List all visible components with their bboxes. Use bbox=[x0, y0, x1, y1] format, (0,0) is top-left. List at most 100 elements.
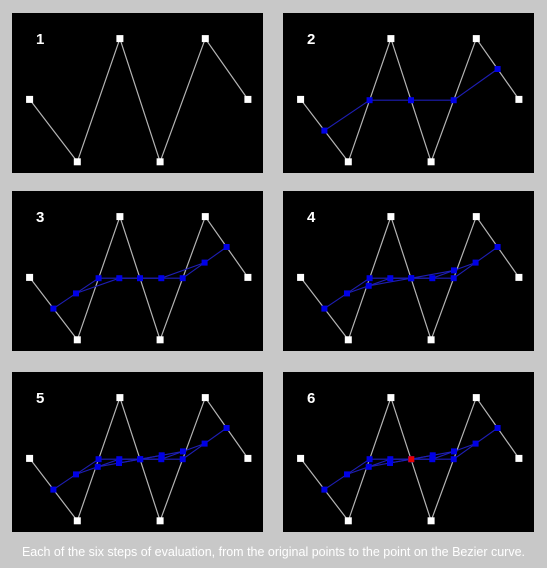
intermediate-point bbox=[50, 305, 57, 312]
intermediate-point bbox=[472, 259, 479, 266]
control-point bbox=[156, 517, 164, 525]
intermediate-point bbox=[179, 275, 186, 282]
step-diagram-3 bbox=[26, 213, 252, 344]
intermediate-point bbox=[408, 275, 415, 282]
intermediate-point bbox=[429, 452, 436, 459]
intermediate-point bbox=[137, 275, 143, 282]
intermediate-point bbox=[321, 305, 328, 312]
step-diagram-4 bbox=[297, 213, 523, 344]
control-point bbox=[427, 158, 435, 166]
curve-point bbox=[408, 456, 415, 463]
intermediate-point bbox=[179, 456, 186, 463]
intermediate-point bbox=[366, 456, 373, 463]
step-panel-5: 5 bbox=[12, 372, 263, 532]
control-point bbox=[244, 454, 252, 462]
control-point bbox=[344, 158, 352, 166]
intermediate-point bbox=[95, 456, 102, 463]
intermediate-point bbox=[158, 456, 165, 463]
step-panel-4: 4 bbox=[283, 191, 534, 351]
step-panel-6: 6 bbox=[283, 372, 534, 532]
control-point bbox=[116, 394, 124, 402]
step-diagram-5 bbox=[26, 394, 252, 525]
control-point bbox=[73, 158, 81, 166]
intermediate-point bbox=[73, 290, 79, 297]
control-point bbox=[116, 35, 124, 43]
intermediate-point bbox=[366, 97, 373, 104]
control-point bbox=[297, 454, 305, 462]
intermediate-point bbox=[451, 267, 457, 274]
intermediate-point bbox=[321, 486, 328, 493]
figure-caption: Each of the six steps of evaluation, fro… bbox=[21, 545, 526, 559]
step-number-label: 6 bbox=[307, 390, 316, 407]
control-point bbox=[427, 336, 435, 344]
intermediate-point bbox=[472, 440, 479, 447]
intermediate-point bbox=[450, 456, 457, 463]
control-point bbox=[156, 158, 164, 166]
intermediate-point bbox=[116, 456, 123, 463]
intermediate-point bbox=[344, 471, 350, 478]
intermediate-point bbox=[95, 275, 102, 282]
intermediate-point bbox=[387, 275, 394, 282]
control-point bbox=[344, 517, 352, 525]
control-point bbox=[73, 336, 81, 344]
intermediate-point bbox=[180, 448, 186, 455]
step-number-label: 2 bbox=[307, 31, 316, 48]
step-number-label: 4 bbox=[307, 209, 316, 226]
intermediate-point bbox=[365, 463, 372, 470]
intermediate-point bbox=[223, 244, 230, 250]
step-number-label: 5 bbox=[36, 390, 45, 407]
step-panel-2: 2 bbox=[283, 13, 534, 173]
intermediate-point bbox=[450, 275, 457, 282]
control-point bbox=[344, 336, 352, 344]
control-point bbox=[472, 394, 480, 402]
step-panel-3: 3 bbox=[12, 191, 263, 351]
intermediate-point bbox=[366, 275, 373, 282]
intermediate-point bbox=[116, 460, 122, 466]
control-point bbox=[515, 454, 523, 462]
control-polygon-line bbox=[29, 36, 249, 164]
control-point bbox=[201, 394, 209, 402]
intermediate-point bbox=[494, 425, 501, 431]
intermediate-point bbox=[201, 440, 208, 447]
intermediate-point bbox=[365, 282, 372, 289]
control-point bbox=[515, 95, 523, 103]
control-point bbox=[515, 273, 523, 281]
intermediate-point bbox=[137, 456, 144, 463]
intermediate-point bbox=[73, 471, 79, 478]
intermediate-point bbox=[450, 97, 457, 104]
control-point bbox=[26, 454, 34, 462]
step-number-label: 3 bbox=[36, 209, 45, 226]
intermediate-point bbox=[94, 463, 101, 470]
step-diagram-6 bbox=[297, 394, 523, 525]
step-diagram-2 bbox=[297, 35, 523, 166]
control-point bbox=[244, 273, 252, 281]
intermediate-point bbox=[451, 448, 457, 455]
intermediate-point bbox=[344, 290, 350, 297]
control-point bbox=[116, 213, 124, 221]
intermediate-point bbox=[408, 97, 414, 104]
step-number-label: 1 bbox=[36, 31, 45, 48]
intermediate-point bbox=[429, 456, 436, 463]
control-point bbox=[472, 213, 480, 221]
control-point bbox=[427, 517, 435, 525]
intermediate-point bbox=[158, 275, 165, 282]
control-point bbox=[297, 273, 305, 281]
control-point bbox=[387, 35, 395, 43]
intermediate-point bbox=[223, 425, 230, 431]
intermediate-point bbox=[494, 244, 501, 250]
control-point bbox=[201, 213, 209, 221]
control-point bbox=[472, 35, 480, 43]
step-diagram-1 bbox=[26, 35, 252, 166]
control-point bbox=[26, 95, 34, 103]
control-point bbox=[201, 35, 209, 43]
intermediate-point bbox=[50, 486, 57, 493]
intermediate-point bbox=[158, 452, 165, 459]
control-point bbox=[156, 336, 164, 344]
intermediate-point bbox=[321, 127, 328, 134]
intermediate-point bbox=[201, 259, 208, 266]
control-point bbox=[73, 517, 81, 525]
intermediate-point bbox=[494, 66, 501, 72]
intermediate-point bbox=[429, 275, 436, 282]
intermediate-point bbox=[116, 275, 123, 282]
control-point bbox=[26, 273, 34, 281]
